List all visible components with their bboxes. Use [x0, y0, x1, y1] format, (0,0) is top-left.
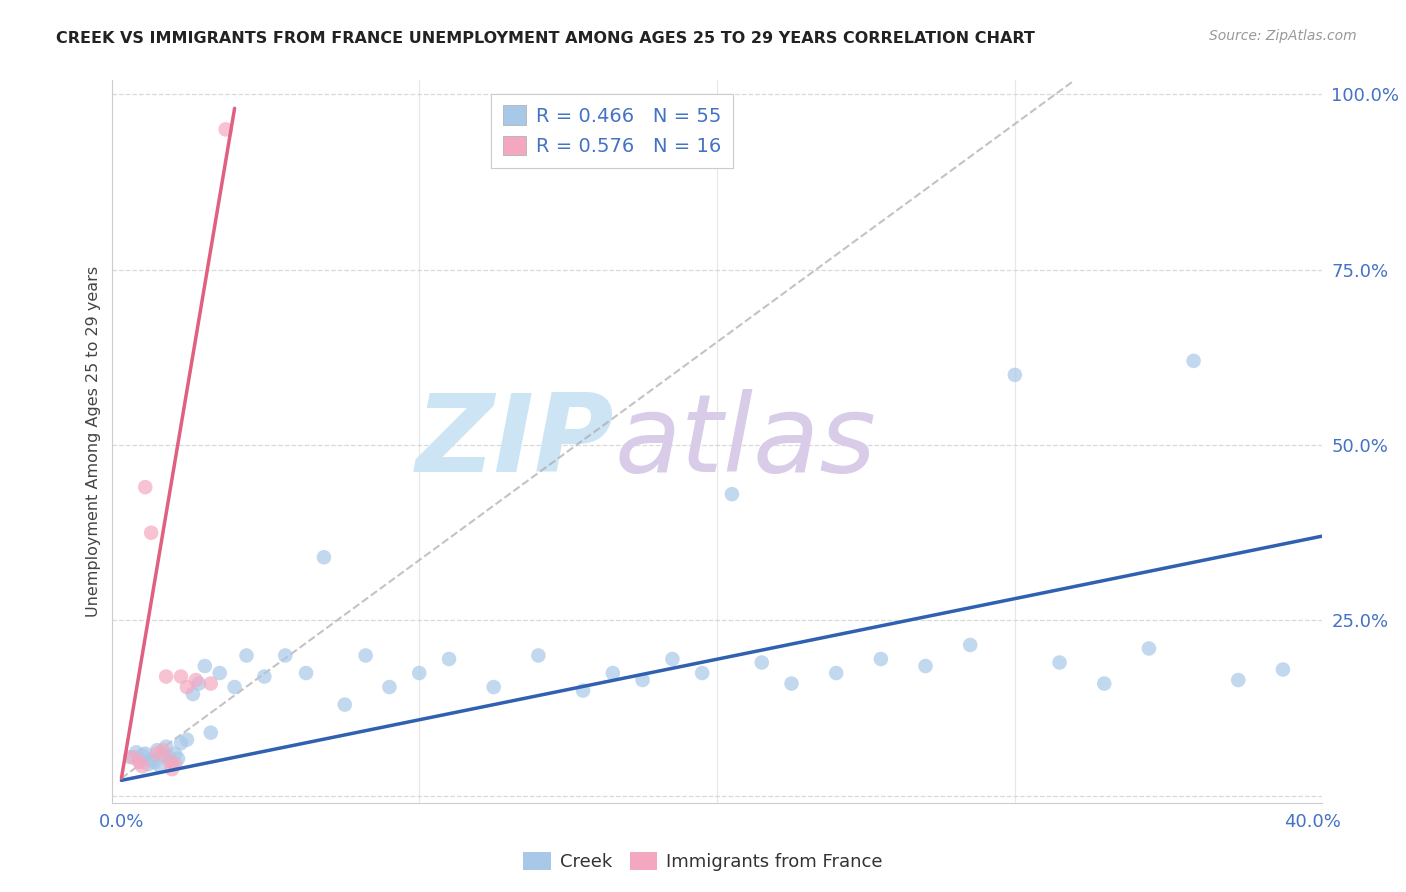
Point [602, 666, 624, 681]
Point [146, 743, 169, 757]
Point [122, 750, 145, 764]
Point [378, 680, 401, 694]
Point [780, 676, 803, 690]
Point [1227, 673, 1250, 687]
Point [333, 698, 356, 712]
Point [146, 747, 169, 761]
Point [152, 743, 174, 757]
Point [214, 122, 236, 136]
Point [155, 739, 177, 754]
Point [125, 745, 148, 759]
Point [631, 673, 654, 687]
Point [163, 757, 186, 772]
Point [200, 725, 222, 739]
Point [184, 673, 207, 687]
Point [527, 648, 550, 663]
Point [408, 666, 430, 681]
Text: Source: ZipAtlas.com: Source: ZipAtlas.com [1209, 29, 1357, 43]
Text: atlas: atlas [614, 389, 876, 494]
Point [160, 762, 183, 776]
Point [437, 652, 460, 666]
Point [235, 648, 257, 663]
Point [187, 676, 209, 690]
Point [176, 732, 198, 747]
Point [354, 648, 377, 663]
Point [914, 659, 936, 673]
Point [181, 687, 204, 701]
Point [208, 666, 231, 681]
Legend: Creek, Immigrants from France: Creek, Immigrants from France [516, 845, 890, 879]
Point [721, 487, 744, 501]
Point [661, 652, 683, 666]
Point [572, 683, 595, 698]
Point [1182, 354, 1205, 368]
Point [128, 755, 150, 769]
Point [870, 652, 893, 666]
Point [200, 676, 222, 690]
Legend: R = 0.466   N = 55, R = 0.576   N = 16: R = 0.466 N = 55, R = 0.576 N = 16 [491, 94, 733, 168]
Point [170, 736, 193, 750]
Point [1092, 676, 1115, 690]
Point [157, 750, 180, 764]
Point [690, 666, 713, 681]
Point [167, 751, 190, 765]
Point [751, 656, 773, 670]
Y-axis label: Unemployment Among Ages 25 to 29 years: Unemployment Among Ages 25 to 29 years [86, 266, 101, 617]
Point [141, 525, 163, 540]
Point [128, 754, 150, 768]
Point [131, 748, 153, 763]
Point [1137, 641, 1160, 656]
Point [482, 680, 505, 694]
Point [157, 754, 180, 768]
Point [959, 638, 981, 652]
Point [253, 669, 276, 683]
Point [131, 759, 153, 773]
Point [136, 757, 159, 772]
Point [825, 666, 848, 681]
Point [163, 747, 186, 761]
Point [141, 752, 163, 766]
Point [224, 680, 246, 694]
Point [274, 648, 297, 663]
Point [170, 669, 193, 683]
Point [160, 755, 183, 769]
Point [194, 659, 217, 673]
Point [143, 755, 166, 769]
Point [1271, 663, 1294, 677]
Point [295, 666, 318, 681]
Point [155, 669, 177, 683]
Text: CREEK VS IMMIGRANTS FROM FRANCE UNEMPLOYMENT AMONG AGES 25 TO 29 YEARS CORRELATI: CREEK VS IMMIGRANTS FROM FRANCE UNEMPLOY… [56, 31, 1035, 46]
Point [176, 680, 198, 694]
Point [134, 480, 156, 494]
Point [152, 748, 174, 763]
Point [120, 750, 142, 764]
Text: ZIP: ZIP [416, 389, 614, 494]
Point [134, 747, 156, 761]
Point [312, 550, 335, 565]
Point [1049, 656, 1071, 670]
Point [149, 759, 172, 773]
Point [1004, 368, 1026, 382]
